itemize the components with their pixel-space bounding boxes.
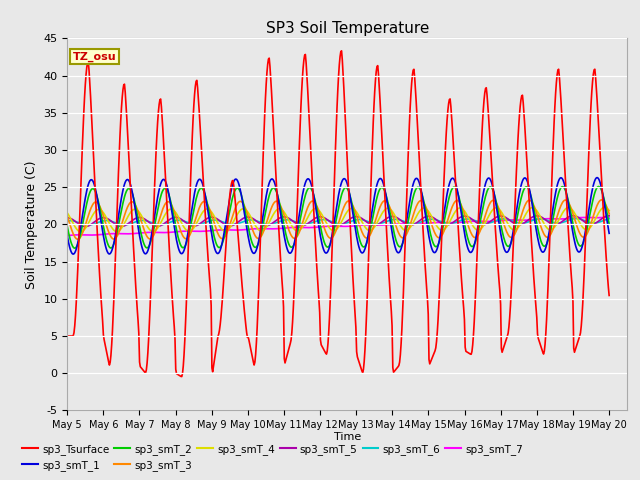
sp3_smT_4: [185, 228, 193, 234]
sp3_smT_6: [185, 220, 193, 226]
Line: sp3_smT_3: sp3_smT_3: [67, 200, 609, 239]
sp3_smT_4: [601, 204, 609, 210]
Line: sp3_smT_2: sp3_smT_2: [67, 187, 609, 248]
sp3_smT_1: [63, 233, 71, 239]
sp3_smT_6: [73, 219, 81, 225]
Line: sp3_Tsurface: sp3_Tsurface: [67, 51, 609, 376]
Line: sp3_smT_4: sp3_smT_4: [67, 207, 609, 232]
sp3_smT_5: [63, 215, 71, 221]
sp3_smT_4: [420, 205, 428, 211]
sp3_smT_1: [593, 175, 601, 180]
sp3_smT_2: [185, 232, 193, 238]
sp3_smT_3: [63, 213, 71, 219]
sp3_smT_3: [73, 236, 81, 242]
sp3_smT_6: [84, 222, 92, 228]
sp3_smT_3: [405, 227, 413, 232]
sp3_smT_6: [130, 220, 138, 226]
sp3_smT_1: [605, 230, 613, 236]
sp3_smT_2: [595, 184, 602, 190]
sp3_smT_7: [73, 232, 81, 238]
sp3_smT_1: [69, 251, 77, 257]
sp3_smT_2: [130, 194, 138, 200]
sp3_smT_2: [63, 223, 71, 229]
sp3_smT_3: [185, 234, 193, 240]
sp3_Tsurface: [213, 338, 221, 344]
sp3_smT_7: [605, 214, 613, 220]
sp3_Tsurface: [73, 284, 81, 290]
Text: TZ_osu: TZ_osu: [73, 51, 116, 62]
sp3_Tsurface: [421, 264, 429, 270]
sp3_smT_5: [130, 217, 138, 223]
sp3_smT_5: [81, 224, 89, 229]
sp3_smT_2: [213, 243, 221, 249]
sp3_Tsurface: [605, 293, 613, 299]
sp3_smT_1: [405, 205, 413, 211]
sp3_smT_5: [213, 216, 221, 222]
sp3_smT_5: [605, 213, 613, 218]
Line: sp3_smT_6: sp3_smT_6: [67, 218, 609, 225]
Legend: sp3_Tsurface, sp3_smT_1, sp3_smT_2, sp3_smT_3, sp3_smT_4, sp3_smT_5, sp3_smT_6, : sp3_Tsurface, sp3_smT_1, sp3_smT_2, sp3_…: [18, 439, 527, 475]
sp3_smT_3: [74, 236, 81, 242]
sp3_smT_7: [420, 221, 428, 227]
sp3_smT_2: [420, 202, 428, 207]
sp3_smT_4: [405, 226, 413, 232]
X-axis label: Time: Time: [333, 432, 361, 442]
sp3_Tsurface: [406, 121, 413, 127]
sp3_smT_7: [184, 228, 191, 234]
sp3_smT_2: [405, 216, 413, 221]
sp3_smT_6: [572, 216, 580, 221]
Line: sp3_smT_1: sp3_smT_1: [67, 178, 609, 254]
sp3_smT_1: [130, 196, 138, 202]
sp3_smT_4: [63, 210, 71, 216]
sp3_Tsurface: [338, 48, 346, 54]
sp3_smT_5: [185, 222, 193, 228]
sp3_smT_7: [129, 231, 136, 237]
sp3_smT_4: [73, 227, 81, 232]
sp3_smT_4: [130, 207, 138, 213]
sp3_smT_7: [63, 233, 71, 239]
sp3_Tsurface: [129, 230, 136, 236]
sp3_smT_6: [605, 216, 613, 222]
sp3_smT_3: [213, 229, 221, 235]
sp3_Tsurface: [185, 237, 193, 243]
sp3_smT_6: [63, 218, 71, 224]
sp3_smT_7: [212, 228, 220, 233]
sp3_smT_6: [420, 218, 428, 224]
sp3_smT_1: [420, 206, 428, 212]
sp3_smT_6: [405, 220, 413, 226]
sp3_smT_1: [74, 240, 81, 246]
sp3_Tsurface: [63, 333, 71, 339]
sp3_smT_1: [213, 251, 221, 256]
sp3_smT_4: [213, 219, 221, 225]
sp3_smT_5: [420, 215, 428, 220]
sp3_smT_3: [598, 197, 605, 203]
sp3_smT_5: [405, 222, 413, 228]
sp3_Tsurface: [178, 373, 186, 379]
sp3_smT_4: [605, 208, 613, 214]
sp3_smT_5: [73, 220, 81, 226]
Y-axis label: Soil Temperature (C): Soil Temperature (C): [25, 160, 38, 288]
sp3_smT_4: [77, 229, 84, 235]
sp3_smT_3: [420, 201, 428, 207]
sp3_smT_2: [71, 245, 79, 251]
sp3_smT_6: [213, 217, 221, 223]
sp3_smT_3: [130, 200, 138, 205]
Line: sp3_smT_7: sp3_smT_7: [67, 217, 609, 236]
Line: sp3_smT_5: sp3_smT_5: [67, 216, 609, 227]
sp3_smT_2: [74, 241, 81, 247]
Title: SP3 Soil Temperature: SP3 Soil Temperature: [266, 21, 429, 36]
sp3_smT_3: [605, 211, 613, 216]
sp3_smT_7: [404, 221, 412, 227]
sp3_smT_2: [605, 221, 613, 227]
sp3_smT_1: [185, 227, 193, 233]
